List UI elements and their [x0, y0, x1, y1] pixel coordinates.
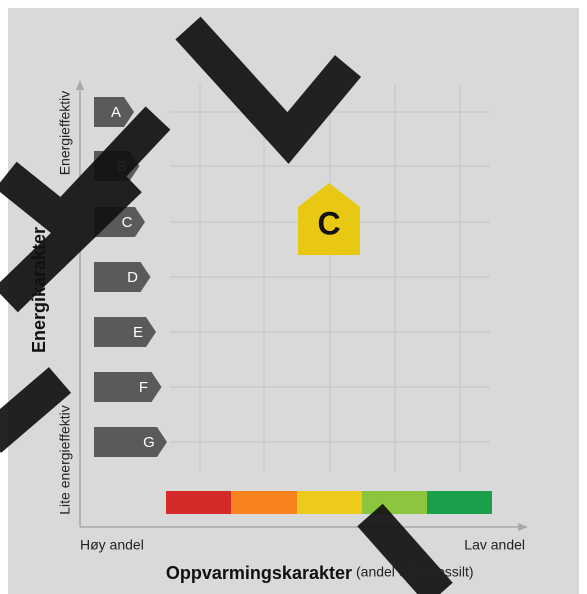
grade-label: A: [111, 104, 121, 121]
grade-label: E: [133, 324, 143, 341]
y-bottom-label: Lite energieffektiv: [57, 405, 73, 514]
color-scale: [166, 491, 492, 514]
watermark: [0, 16, 453, 594]
x-left-label: Høy andel: [80, 537, 144, 553]
grade-arrow: [94, 372, 162, 402]
x-title: Oppvarmingskarakter: [166, 563, 352, 583]
grade-label: F: [139, 379, 148, 396]
y-title: Energikarakter: [29, 227, 49, 353]
grid: [170, 85, 490, 472]
grade-label: G: [143, 434, 155, 451]
y-top-label: Energieffektiv: [57, 91, 73, 176]
badge: C: [298, 183, 360, 255]
grade-label: D: [127, 269, 138, 286]
badge-label: C: [317, 205, 340, 241]
x-subtitle: (andel el og fossilt): [356, 564, 474, 580]
grade-arrow: [94, 317, 156, 347]
grade-arrow: [94, 97, 134, 127]
grade-arrow: [94, 427, 167, 457]
grade-label: C: [122, 214, 133, 231]
x-right-label: Lav andel: [464, 537, 525, 553]
grade-arrow: [94, 262, 151, 292]
axes: [76, 80, 528, 531]
